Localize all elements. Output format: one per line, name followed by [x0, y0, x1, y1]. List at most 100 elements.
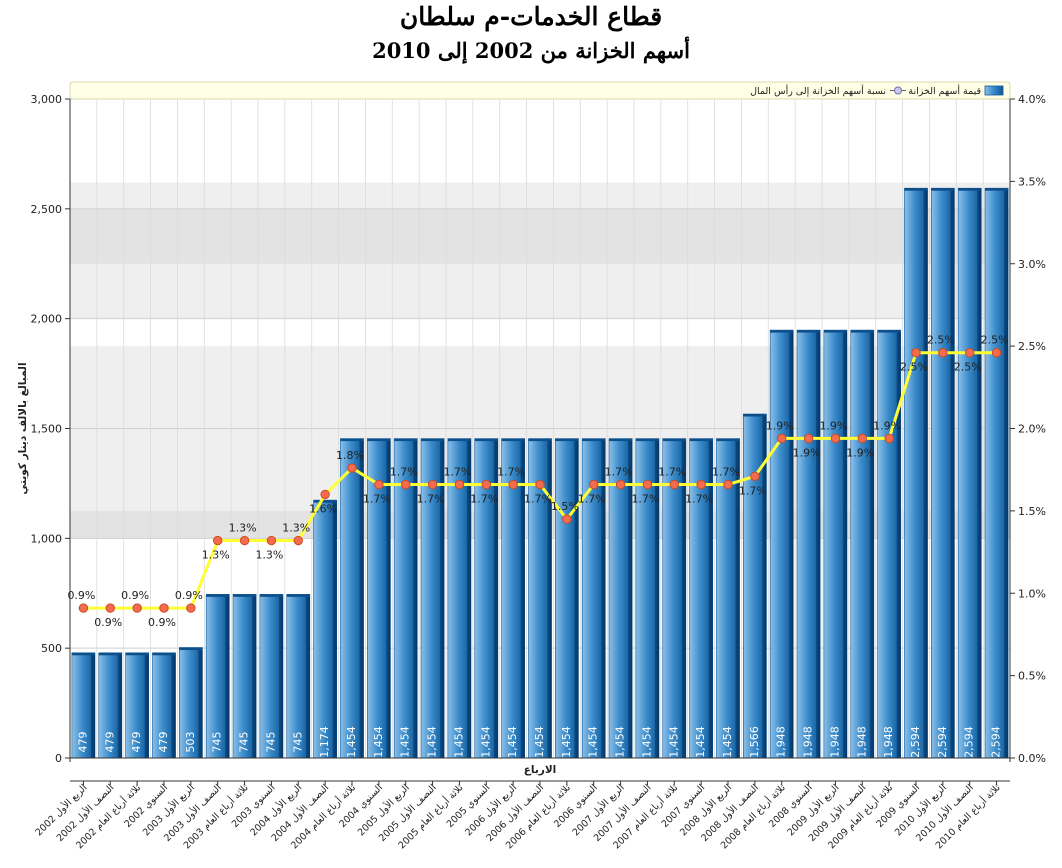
ratio-value-label: 2.5% [954, 361, 982, 374]
bar-top [689, 438, 713, 442]
legend-bar-label: قيمة أسهم الخزانة [908, 84, 981, 97]
ratio-value-label: 1.9% [819, 419, 847, 432]
bar-top [877, 330, 901, 333]
ratio-value-label: 1.9% [793, 446, 821, 459]
bar-shade [144, 652, 149, 758]
bar-shade [305, 594, 310, 758]
bar-shade [547, 438, 552, 758]
bar-shade [869, 330, 874, 758]
y2-tick-label: 2.0% [1018, 423, 1046, 436]
chart-title: قطاع الخدمات-م سلطان [399, 2, 663, 31]
bar-value-label: 479 [130, 732, 143, 753]
y-tick-label: 2,000 [31, 313, 63, 326]
bar-value-label: 1,454 [533, 726, 546, 758]
ratio-marker [750, 471, 760, 481]
ratio-marker [427, 479, 438, 490]
bar-shade [1004, 188, 1009, 758]
bar-top [152, 652, 176, 656]
ratio-value-label: 1.5% [551, 500, 579, 513]
bar-top [904, 188, 928, 191]
ratio-marker [401, 479, 411, 490]
ratio-marker [293, 535, 303, 546]
bar-shade [171, 652, 176, 758]
bar-shade [950, 188, 955, 758]
bar-shade [574, 438, 579, 758]
ratio-value-label: 0.9% [175, 589, 203, 602]
bar-top [609, 438, 633, 442]
ratio-marker [562, 514, 572, 524]
bar-value-label: 1,454 [640, 726, 653, 758]
bar-top [770, 330, 794, 333]
ratio-value-label: 1.7% [739, 484, 767, 497]
bar-top [797, 330, 821, 333]
ratio-value-label: 1.7% [658, 466, 686, 479]
y-tick-label: 1,000 [31, 532, 63, 545]
ratio-marker [239, 535, 250, 546]
ratio-value-label: 1.9% [873, 419, 901, 432]
legend-line-label: نسبة أسهم الخزانة إلى رأس المال [750, 84, 886, 97]
background-band [70, 208, 1010, 264]
ratio-value-label: 0.9% [148, 616, 176, 629]
bar-value-label: 1,454 [479, 726, 492, 758]
ratio-marker [830, 433, 841, 444]
bar-value-label: 2,594 [936, 726, 949, 758]
y2-tick-label: 3.0% [1018, 258, 1046, 271]
ratio-value-label: 1.9% [846, 446, 874, 459]
bar-top [985, 188, 1009, 191]
bar-shade [520, 438, 525, 758]
ratio-marker [991, 348, 1002, 358]
legend-bar-swatch [984, 85, 1004, 96]
bar-shade [896, 330, 901, 758]
bar-value-label: 1,454 [506, 726, 519, 758]
ratio-marker [508, 479, 518, 490]
bar-series: 479 479 479 479 503 745 745 745 745 1,174 1,454 1,4… [71, 187, 1009, 759]
bar-value-label: 1,454 [560, 726, 573, 758]
bar-top [421, 438, 445, 442]
bar-top [286, 594, 310, 597]
bar-shade [708, 438, 713, 758]
ratio-value-label: 1.7% [578, 493, 606, 506]
y2-tick-label: 2.5% [1018, 340, 1046, 353]
bar-value-label: 479 [76, 732, 89, 753]
ratio-value-label: 1.9% [766, 419, 794, 432]
ratio-marker [535, 479, 545, 490]
bar-top [394, 438, 418, 442]
ratio-marker [642, 479, 653, 490]
ratio-marker [884, 433, 894, 444]
bar-value-label: 479 [103, 732, 116, 753]
bar-shade [681, 438, 686, 758]
bar-shade [413, 438, 418, 758]
ratio-marker [965, 348, 975, 358]
bar-value-label: 1,174 [318, 726, 331, 758]
ratio-marker [374, 479, 384, 490]
bar-top [958, 188, 982, 191]
bar-value-label: 1,454 [345, 726, 358, 758]
ratio-value-label: 0.9% [121, 589, 149, 602]
bar-top [501, 438, 525, 442]
bar-value-label: 1,454 [721, 726, 734, 758]
bar-value-label: 745 [264, 732, 277, 753]
ratio-marker [803, 433, 814, 444]
ratio-value-label: 2.5% [981, 334, 1009, 347]
x-axis-title: الارباع [524, 764, 557, 776]
bar-value-label: 2,594 [963, 726, 976, 758]
bar-value-label: 1,566 [748, 726, 761, 758]
bar-value-label: 1,948 [828, 726, 841, 758]
ratio-value-label: 1.8% [336, 449, 364, 462]
ratio-marker [777, 433, 787, 444]
y-tick-label: 500 [41, 642, 62, 655]
ratio-value-label: 1.6% [309, 502, 337, 515]
ratio-value-label: 0.9% [94, 616, 122, 629]
bar-value-label: 1,454 [667, 726, 680, 758]
bar-shade [816, 330, 821, 758]
bar-top [313, 500, 337, 503]
bar-shade [977, 188, 982, 758]
bar-shade [789, 330, 794, 758]
ratio-value-label: 1.7% [685, 493, 713, 506]
ratio-value-label: 1.7% [390, 466, 418, 479]
bar-top [179, 647, 203, 651]
bar-top [206, 594, 230, 597]
bar-shade [90, 652, 95, 758]
ratio-value-label: 1.7% [417, 493, 445, 506]
